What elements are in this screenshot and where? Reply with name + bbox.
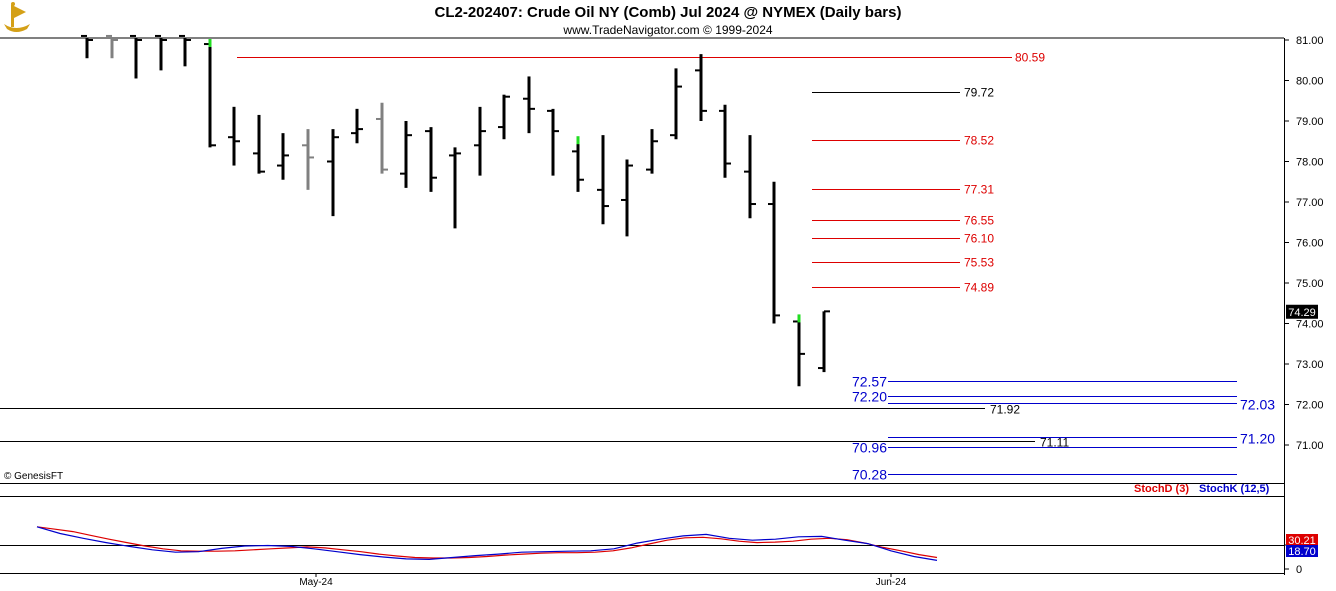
stoch-last-box	[1286, 534, 1318, 546]
trade-navigator-logo-icon	[4, 2, 30, 32]
price-level-label: 80.59	[1015, 51, 1045, 65]
price-level-label: 76.55	[964, 214, 994, 228]
stochd-line	[36, 526, 938, 559]
x-tick-label: May-24	[299, 577, 333, 588]
price-level-label: 78.52	[964, 134, 994, 148]
price-level-label: 75.53	[964, 256, 994, 270]
price-tick-label: 76.00	[1296, 238, 1324, 250]
price-level-label: 71.92	[990, 403, 1020, 417]
price-tick-label: 73.00	[1296, 359, 1324, 371]
x-axis: May-24 Jun-24	[299, 573, 907, 588]
stoch-last-label: 30.21	[1288, 535, 1316, 547]
stoch-last-label: 18.70	[1288, 546, 1316, 558]
price-tick-label: 77.00	[1296, 197, 1324, 209]
price-tick-label: 74.00	[1296, 319, 1324, 331]
price-level-label: 79.72	[964, 86, 994, 100]
price-tick-label: 81.00	[1296, 35, 1324, 47]
legend-stochd: StochD (3)	[1134, 483, 1189, 495]
price-level-label: 72.03	[1240, 397, 1275, 413]
price-level-label: 77.31	[964, 183, 994, 197]
stoch-last-box	[1286, 545, 1318, 557]
price-tick-label: 71.00	[1296, 440, 1324, 452]
price-level-label: 70.96	[852, 440, 887, 456]
stoch-tick-label: 0	[1296, 564, 1302, 576]
last-price-box	[1286, 304, 1318, 319]
header: CL2-202407: Crude Oil NY (Comb) Jul 2024…	[4, 2, 902, 37]
legend-stochk: StochK (12,5)	[1199, 483, 1270, 495]
price-tick-label: 80.00	[1296, 76, 1324, 88]
chart-subtitle: www.TradeNavigator.com © 1999-2024	[562, 23, 772, 37]
price-level-label: 71.20	[1240, 431, 1275, 447]
x-tick-label: Jun-24	[876, 577, 907, 588]
copyright-footer: © GenesisFT	[4, 471, 63, 482]
price-level-label: 76.10	[964, 232, 994, 246]
price-level-label: 74.89	[964, 281, 994, 295]
price-tick-label: 72.00	[1296, 400, 1324, 412]
price-tick-label: 79.00	[1296, 116, 1324, 128]
last-price-label: 74.29	[1288, 307, 1316, 319]
price-level-label: 72.20	[852, 389, 887, 405]
stochk-line	[36, 526, 938, 561]
price-panel: 81.00 80.00 79.00 78.00 77.00 76.00 75.00 74.00…	[0, 34, 1324, 575]
price-level-label: 72.57	[852, 374, 887, 390]
price-tick-label: 78.00	[1296, 157, 1324, 169]
price-level-label: 70.28	[852, 467, 887, 483]
price-tick-label: 75.00	[1296, 278, 1324, 290]
price-level-label: 71.11	[1040, 436, 1069, 450]
chart-title: CL2-202407: Crude Oil NY (Comb) Jul 2024…	[435, 4, 902, 21]
